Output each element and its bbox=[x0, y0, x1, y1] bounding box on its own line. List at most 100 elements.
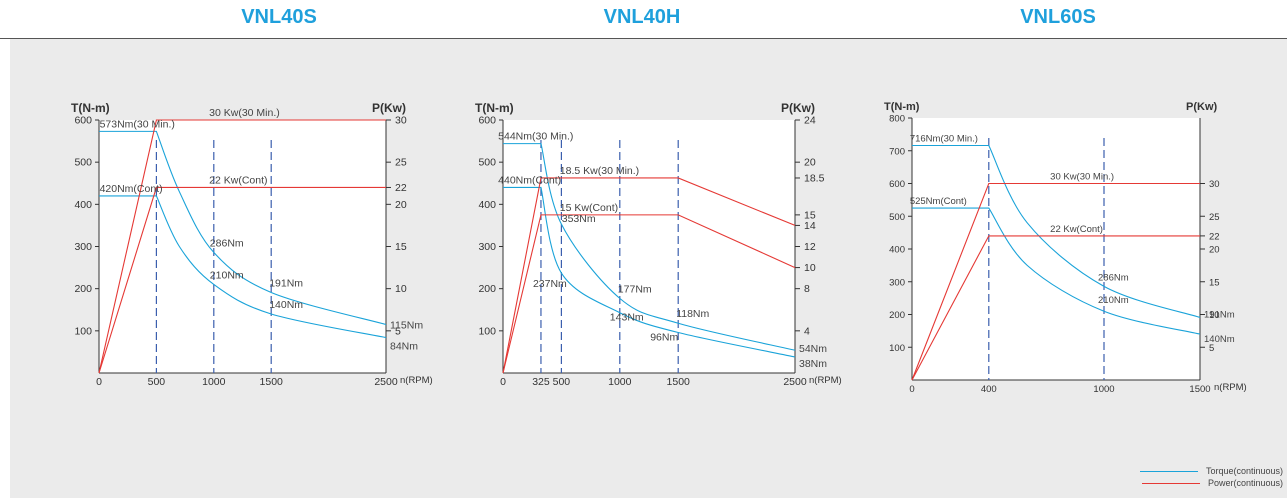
y-left-tick-label: 200 bbox=[74, 283, 92, 295]
y-right-tick-label: 25 bbox=[1209, 212, 1220, 223]
chart-title-3: VNL60S bbox=[1020, 6, 1096, 28]
data-label: 143Nm bbox=[610, 312, 644, 324]
y-right-tick-label: 20 bbox=[395, 199, 407, 211]
y-left-tick-label: 600 bbox=[889, 179, 905, 190]
data-label: 30 Kw(30 Min.) bbox=[1050, 172, 1114, 183]
chart-3: T(N-m) P(Kw)n(RPM)10020030040050060070080… bbox=[884, 101, 1247, 395]
data-label: 573Nm(30 Min.) bbox=[100, 118, 175, 130]
power-line-3 bbox=[98, 119, 386, 374]
legend-swatch-torque bbox=[1139, 470, 1198, 472]
y-axis-left-title: T(N-m) bbox=[884, 101, 920, 113]
y-right-tick-label: 22 bbox=[395, 182, 407, 194]
y-axis-left-title: T(N-m) bbox=[475, 101, 514, 115]
y-right-tick-label: 15 bbox=[1209, 277, 1220, 288]
x-tick-label: 0 bbox=[500, 376, 506, 388]
y-left-tick-label: 100 bbox=[478, 325, 496, 337]
torque-line-1 bbox=[912, 144, 1201, 318]
data-label: 15 Kw(Cont) bbox=[560, 202, 618, 214]
y-right-tick-label: 20 bbox=[804, 157, 816, 169]
plot-area bbox=[912, 118, 1200, 380]
x-tick-label: 1500 bbox=[667, 376, 691, 388]
x-tick-label: 0 bbox=[96, 376, 102, 388]
x-axis-title: n(RPM) bbox=[809, 375, 842, 386]
data-label: 115Nm bbox=[390, 320, 423, 332]
y-left-tick-label: 600 bbox=[478, 115, 496, 127]
charts-svg: T(N-m) P(Kw)n(RPM)10020030040050060051015… bbox=[71, 101, 1247, 395]
legend-item-power: Power(continuous) bbox=[1140, 477, 1283, 489]
data-label: 140Nm bbox=[269, 299, 303, 311]
y-right-tick-label: 14 bbox=[804, 220, 816, 232]
data-label: 544Nm(30 Min.) bbox=[498, 131, 573, 143]
header-bar: VNL40S VNL40H VNL60S bbox=[0, 0, 1287, 39]
chart-2: T(N-m) P(Kw)n(RPM)10020030040050060048101… bbox=[475, 101, 842, 388]
data-label: 420Nm(Cont) bbox=[100, 183, 163, 195]
y-right-tick-label: 5 bbox=[395, 325, 401, 337]
data-label: 440Nm(Cont) bbox=[498, 174, 561, 186]
x-tick-label: 1000 bbox=[1093, 384, 1114, 395]
y-axis-left-title: T(N-m) bbox=[71, 101, 110, 115]
y-right-tick-label: 24 bbox=[804, 115, 816, 127]
y-right-tick-label: 15 bbox=[804, 209, 816, 221]
torque-line-2 bbox=[503, 186, 796, 358]
data-label: 286Nm bbox=[1098, 272, 1129, 283]
x-tick-label: 2500 bbox=[783, 376, 807, 388]
x-tick-label: 2500 bbox=[374, 376, 398, 388]
data-label: 716Nm(30 Min.) bbox=[910, 134, 978, 145]
x-tick-label: 1000 bbox=[202, 376, 226, 388]
y-axis-right-title: P(Kw) bbox=[1186, 101, 1218, 113]
y-left-tick-label: 500 bbox=[478, 157, 496, 169]
x-tick-label: 0 bbox=[909, 384, 914, 395]
power-line-3 bbox=[502, 177, 796, 374]
y-right-tick-label: 10 bbox=[804, 262, 816, 274]
y-left-tick-label: 300 bbox=[74, 241, 92, 253]
y-left-tick-label: 700 bbox=[889, 146, 905, 157]
y-right-tick-label: 18.5 bbox=[804, 172, 825, 184]
data-label: 210Nm bbox=[210, 269, 244, 281]
x-tick-label: 500 bbox=[553, 376, 571, 388]
data-label: 286Nm bbox=[210, 237, 244, 249]
y-left-tick-label: 200 bbox=[478, 283, 496, 295]
y-right-tick-label: 10 bbox=[395, 283, 407, 295]
x-tick-label: 325 bbox=[532, 376, 550, 388]
y-left-tick-label: 200 bbox=[889, 310, 905, 321]
y-left-tick-label: 100 bbox=[889, 343, 905, 354]
legend-swatch-power bbox=[1141, 482, 1200, 484]
data-label: 191Nm bbox=[269, 277, 303, 289]
y-left-tick-label: 300 bbox=[478, 241, 496, 253]
y-right-tick-label: 30 bbox=[1209, 179, 1220, 190]
legend-label-power: Power(continuous) bbox=[1207, 478, 1283, 488]
y-left-tick-label: 400 bbox=[74, 199, 92, 211]
y-right-tick-label: 12 bbox=[804, 241, 816, 253]
charts-panel: T(N-m) P(Kw) n(RPM) 100 200 300 400 500 600 5 10 15… bbox=[10, 39, 1287, 498]
chart-title-1: VNL40S bbox=[241, 6, 317, 28]
torque-line-1 bbox=[503, 143, 796, 351]
legend-label-torque: Torque(continuous) bbox=[1205, 466, 1283, 476]
data-label: 22 Kw(Cont) bbox=[209, 174, 267, 186]
y-right-tick-label: 20 bbox=[1209, 245, 1220, 256]
chart-1: T(N-m) P(Kw)n(RPM)10020030040050060051015… bbox=[71, 101, 433, 388]
y-left-tick-label: 400 bbox=[478, 199, 496, 211]
y-axis-right-title: P(Kw) bbox=[372, 101, 406, 115]
power-line-3 bbox=[911, 182, 1200, 381]
data-label: 30 Kw(30 Min.) bbox=[209, 107, 280, 119]
data-label: 210Nm bbox=[1098, 295, 1129, 306]
chart-title-2: VNL40H bbox=[603, 6, 681, 28]
plot-area bbox=[503, 120, 795, 373]
torque-line-1 bbox=[99, 130, 387, 326]
data-label: 22 Kw(Cont) bbox=[1050, 224, 1103, 235]
y-right-tick-label: 4 bbox=[804, 325, 810, 337]
y-right-tick-label: 25 bbox=[395, 157, 407, 169]
y-left-tick-label: 500 bbox=[74, 157, 92, 169]
y-left-tick-label: 300 bbox=[889, 277, 905, 288]
x-axis-title: n(RPM) bbox=[400, 375, 433, 386]
data-label: 38Nm bbox=[799, 358, 827, 370]
data-label: 177Nm bbox=[618, 283, 652, 295]
x-tick-label: 1000 bbox=[608, 376, 632, 388]
y-right-tick-label: 22 bbox=[1209, 231, 1220, 242]
data-label: 84Nm bbox=[390, 341, 418, 353]
data-label: 353Nm bbox=[562, 213, 596, 225]
torque-line-2 bbox=[912, 207, 1201, 335]
x-tick-label: 400 bbox=[981, 384, 997, 395]
y-left-tick-label: 500 bbox=[889, 212, 905, 223]
x-tick-label: 1500 bbox=[260, 376, 284, 388]
